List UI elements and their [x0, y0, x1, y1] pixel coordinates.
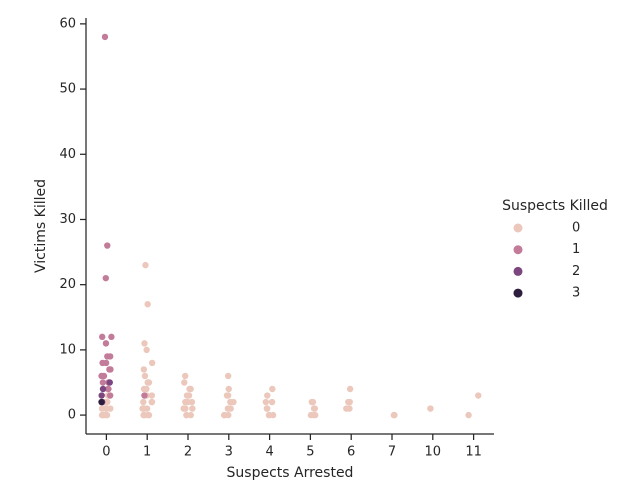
- x-tick-label: 3: [225, 445, 233, 460]
- point: [308, 398, 316, 406]
- point: [108, 333, 115, 341]
- legend-label: 3: [572, 286, 580, 301]
- point: [145, 379, 153, 386]
- legend-title: Suspects Killed: [502, 198, 608, 214]
- point: [140, 398, 147, 406]
- point: [148, 359, 156, 367]
- point: [346, 385, 354, 393]
- point: [230, 398, 237, 406]
- point: [224, 372, 232, 380]
- point: [181, 372, 189, 380]
- point: [186, 385, 193, 393]
- point: [141, 372, 149, 380]
- point: [107, 366, 114, 373]
- point: [148, 392, 156, 399]
- point: [103, 405, 110, 412]
- point: [99, 333, 106, 341]
- point: [269, 385, 276, 393]
- x-tick-label: 5: [306, 445, 314, 460]
- point: [104, 385, 112, 393]
- point: [141, 392, 148, 399]
- y-tick-label: 0: [68, 408, 76, 423]
- point: [475, 392, 482, 399]
- point: [99, 385, 107, 393]
- point: [106, 392, 114, 399]
- x-tick-label: 0: [102, 445, 110, 460]
- point: [264, 392, 271, 399]
- point: [102, 274, 109, 282]
- point: [140, 366, 148, 373]
- point: [141, 340, 148, 347]
- y-tick-label: 30: [59, 212, 76, 227]
- point: [181, 379, 188, 386]
- point: [99, 379, 107, 386]
- point: [98, 398, 105, 406]
- y-tick-label: 20: [59, 277, 76, 292]
- y-tick-label: 40: [59, 147, 76, 162]
- point: [144, 301, 151, 308]
- point: [98, 411, 106, 419]
- point: [224, 392, 232, 399]
- point: [142, 261, 149, 269]
- point: [310, 405, 318, 412]
- x-tick-label: 1: [143, 445, 151, 460]
- point: [143, 385, 150, 393]
- point: [102, 340, 110, 347]
- legend-marker: [513, 266, 523, 276]
- x-tick-label: 11: [465, 445, 482, 460]
- point: [183, 392, 191, 399]
- y-tick-label: 50: [59, 82, 76, 97]
- point: [148, 398, 156, 406]
- legend-label: 2: [572, 264, 580, 279]
- point: [98, 392, 105, 399]
- point: [139, 405, 146, 412]
- point: [262, 398, 270, 406]
- point: [99, 359, 106, 367]
- legend-marker: [513, 223, 523, 233]
- point: [104, 242, 111, 249]
- y-tick-label: 10: [59, 342, 76, 357]
- point: [183, 411, 190, 419]
- x-tick-label: 10: [425, 445, 442, 460]
- point: [140, 411, 147, 419]
- point: [106, 379, 113, 386]
- x-axis-label: Suspects Arrested: [227, 465, 354, 481]
- y-tick-label: 60: [59, 16, 76, 31]
- legend-label: 0: [572, 221, 580, 236]
- legend-marker: [513, 245, 523, 255]
- point: [346, 405, 353, 412]
- point: [182, 398, 189, 406]
- point: [225, 385, 232, 393]
- point: [220, 411, 228, 419]
- point: [345, 398, 352, 406]
- y-axis-label: Victims Killed: [33, 179, 49, 273]
- point: [227, 405, 234, 412]
- point: [465, 411, 472, 419]
- point: [263, 405, 271, 412]
- x-tick-label: 2: [184, 445, 192, 460]
- point: [143, 346, 150, 354]
- point: [427, 405, 434, 412]
- point: [268, 398, 276, 406]
- point: [391, 411, 398, 419]
- point: [101, 33, 109, 41]
- x-tick-label: 6: [347, 445, 355, 460]
- point: [104, 353, 111, 360]
- point: [307, 411, 315, 419]
- x-tick-label: 4: [265, 445, 273, 460]
- point: [265, 411, 273, 419]
- x-tick-label: 7: [388, 445, 396, 460]
- point: [98, 372, 105, 380]
- point: [182, 405, 189, 412]
- legend-label: 1: [572, 242, 580, 257]
- point: [189, 405, 196, 412]
- legend-marker: [513, 288, 523, 298]
